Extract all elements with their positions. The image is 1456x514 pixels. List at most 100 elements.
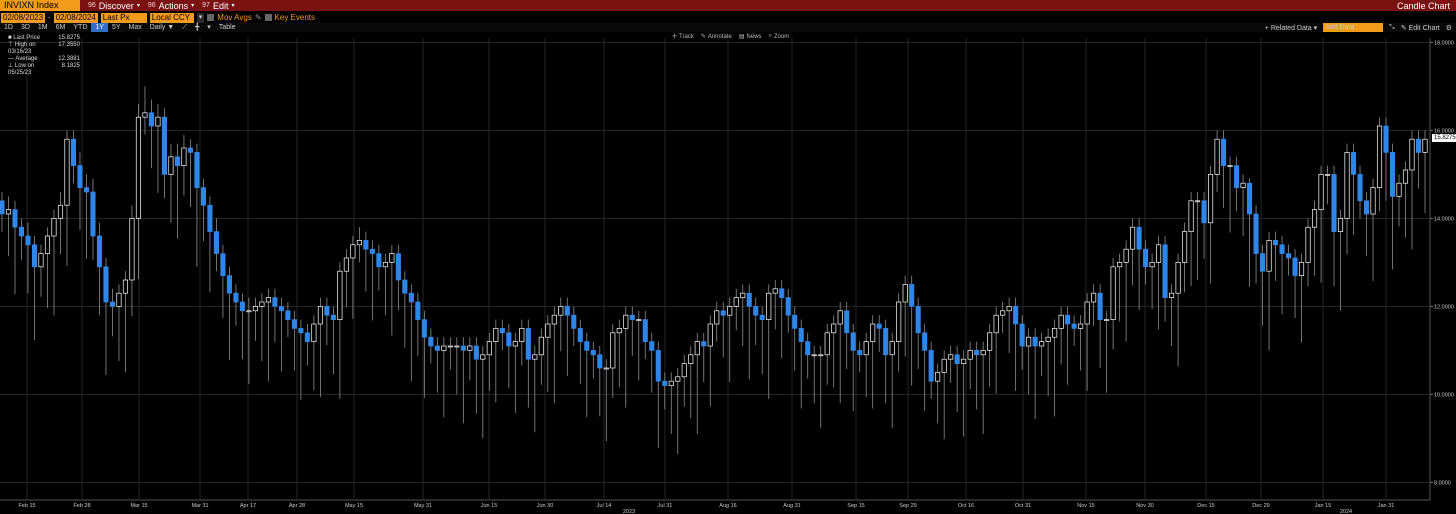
range-1m[interactable]: 1M	[37, 24, 48, 31]
candle-body	[96, 235, 103, 268]
candle-body	[265, 297, 271, 303]
legend-label: ⊥ Low on 05/25/23	[8, 63, 35, 76]
mov-avgs-checkbox[interactable]	[207, 14, 215, 21]
range-ytd[interactable]: YTD	[73, 24, 88, 31]
x-tick-label: Mar 15	[130, 503, 147, 509]
table-button[interactable]: Table	[218, 24, 236, 31]
candle-body	[1045, 336, 1051, 342]
add-data-input[interactable]: Add Data	[1323, 23, 1384, 32]
candle-body	[174, 156, 180, 166]
candle-body	[1227, 165, 1233, 167]
menu-number: 96	[147, 2, 156, 9]
currency-dropdown-icon[interactable]: ▾	[196, 12, 205, 23]
candle-body	[707, 323, 713, 347]
track-tool[interactable]: ✛ Track	[672, 33, 694, 41]
candle-body	[1337, 218, 1344, 232]
candle-body	[694, 341, 700, 356]
candle-body	[207, 204, 213, 232]
candle-body	[5, 209, 12, 215]
line-chart-icon[interactable]: ⟋	[182, 24, 188, 31]
candle-body	[51, 218, 57, 237]
pencil-icon[interactable]: ✎	[254, 13, 262, 22]
range-3d[interactable]: 3D	[20, 24, 30, 31]
start-date-field[interactable]: 02/08/2023	[1, 12, 46, 23]
candle-body	[740, 292, 746, 298]
edit-chart-button[interactable]: ✎ Edit Chart	[1400, 24, 1440, 32]
more-dropdown-icon[interactable]: ▾	[207, 24, 211, 31]
candle-body	[1422, 138, 1428, 153]
candle-body	[896, 301, 902, 342]
frequency-selector[interactable]: Daily ▼	[149, 24, 175, 31]
candle-body	[473, 345, 479, 360]
gear-icon[interactable]: ⚙	[1445, 24, 1452, 32]
candle-body	[935, 372, 941, 382]
candle-body	[1162, 244, 1168, 298]
actions-menu[interactable]: 96 Actions ▾	[148, 1, 194, 11]
candle-body	[103, 266, 109, 303]
range-6m[interactable]: 6M	[55, 24, 66, 31]
discover-menu[interactable]: 96 Discover ▾	[88, 1, 140, 11]
candle-body	[298, 328, 304, 334]
range-5y[interactable]: 5Y	[111, 24, 121, 31]
candle-body	[655, 350, 661, 382]
candle-body	[506, 332, 512, 347]
key-events-checkbox[interactable]	[264, 14, 272, 21]
candle-body	[538, 336, 544, 356]
candle-body	[1188, 200, 1194, 232]
ticker-field[interactable]: INVIXN Index	[0, 0, 80, 11]
candle-body	[1370, 187, 1376, 215]
annotate-tool[interactable]: ✎ Annotate	[701, 33, 732, 41]
x-tick-label: Aug 16	[719, 503, 736, 509]
candle-body	[1396, 182, 1402, 197]
candle-body	[961, 358, 967, 364]
candle-body	[844, 310, 850, 334]
zoom-out-icon[interactable]: ⤡	[1389, 23, 1395, 31]
range-1d[interactable]: 1D	[4, 24, 13, 31]
candle-body	[44, 235, 51, 254]
candle-body	[337, 270, 343, 320]
candle-body	[662, 380, 668, 386]
range-1y[interactable]: 1Y	[91, 23, 108, 32]
chart-type-title: Candle Chart	[1396, 0, 1450, 11]
legend-row: ⊥ Low on 05/25/23 8.1825	[8, 63, 80, 77]
candle-body	[837, 310, 843, 325]
range-max[interactable]: Max	[128, 24, 142, 31]
legend-row: — Average 12.3881	[8, 56, 80, 63]
currency-selector[interactable]: Local CCY	[149, 12, 194, 23]
zoom-tool[interactable]: ⌕ Zoom	[769, 33, 790, 40]
edit-menu[interactable]: 97 Edit ▾	[202, 1, 234, 11]
candle-body	[0, 200, 5, 215]
candle-body	[1182, 231, 1188, 263]
candle-body	[571, 314, 577, 329]
candle-body	[38, 253, 44, 268]
candle-body	[402, 279, 408, 294]
related-data-button[interactable]: + Related Data ▾	[1264, 24, 1318, 32]
candle-body	[857, 350, 863, 356]
candle-body	[343, 257, 349, 272]
mov-avgs-label[interactable]: Mov Avgs	[217, 13, 252, 22]
candle-body	[454, 345, 460, 348]
candle-body	[1084, 301, 1090, 325]
candle-body	[311, 323, 317, 342]
candle-body	[447, 345, 453, 348]
candle-body	[863, 341, 869, 356]
candle-body	[759, 314, 765, 320]
candle-body	[285, 310, 291, 320]
dropdown-arrow-icon: ▾	[136, 3, 140, 9]
news-tool[interactable]: ▤ News	[739, 33, 762, 41]
candle-body	[831, 323, 837, 334]
x-tick-label: Jan 15	[1315, 503, 1332, 509]
key-events-label[interactable]: Key Events	[274, 13, 315, 22]
chart-style-icon[interactable]: ╋	[195, 24, 200, 31]
field-selector[interactable]: Last Px	[100, 12, 147, 23]
candle-body	[954, 354, 960, 364]
candle-body	[499, 328, 505, 334]
legend-value: 12.3881	[58, 56, 80, 62]
candle-body	[616, 328, 622, 334]
candle-body	[811, 354, 817, 357]
candle-body	[1000, 310, 1006, 316]
candle-body	[1344, 152, 1350, 219]
end-date-field[interactable]: 02/08/2024	[53, 12, 98, 23]
candle-body	[135, 116, 142, 219]
